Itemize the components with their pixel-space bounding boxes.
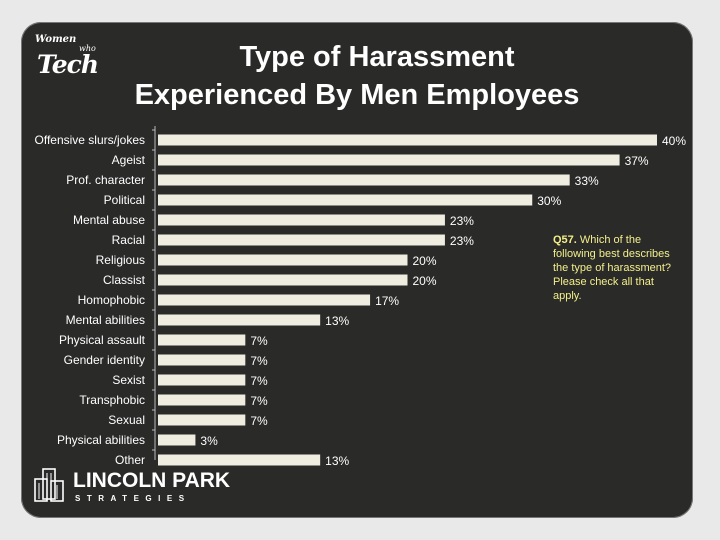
logo-word-tech: Tech: [37, 50, 99, 79]
bar: [158, 354, 246, 366]
bar: [158, 394, 246, 406]
category-label: Classist: [103, 273, 146, 287]
bar: [158, 254, 408, 266]
category-label: Other: [115, 453, 145, 467]
value-label: 20%: [413, 274, 437, 288]
category-label: Political: [104, 193, 145, 207]
category-label: Ageist: [112, 153, 146, 167]
bar: [158, 294, 371, 306]
value-label: 7%: [250, 374, 268, 388]
value-label: 7%: [250, 414, 268, 428]
category-label: Transphobic: [79, 393, 145, 407]
bar: [158, 414, 246, 426]
bar: [158, 454, 321, 466]
building-icon: [34, 468, 64, 502]
value-label: 13%: [325, 314, 349, 328]
bar: [158, 334, 246, 346]
value-label: 33%: [575, 174, 599, 188]
category-label: Racial: [112, 233, 145, 247]
category-label: Homophobic: [78, 293, 145, 307]
category-label: Mental abuse: [73, 213, 145, 227]
category-label: Offensive slurs/jokes: [35, 133, 146, 147]
logo-word-women: Women: [35, 34, 77, 45]
lincoln-park-logo: LINCOLN PARK STRATEGIES: [33, 465, 253, 511]
bar: [158, 314, 321, 326]
logo-subtitle: STRATEGIES: [75, 494, 191, 503]
value-label: 23%: [450, 234, 474, 248]
chart-title-line-2: Experienced By Men Employees: [134, 79, 580, 111]
category-label: Religious: [96, 253, 145, 267]
question-note-label: Q57.: [553, 234, 577, 246]
logo-word-who: who: [79, 44, 96, 53]
question-note-text: Which of the following best describes th…: [553, 234, 672, 302]
question-note: Q57. Which of the following best describ…: [553, 233, 683, 303]
bar-chart: Offensive slurs/jokes 40% Ageist 37% Prof. c…: [35, 126, 686, 468]
category-label: Physical abilities: [57, 433, 145, 447]
bar: [158, 154, 620, 166]
bar: [158, 274, 408, 286]
value-label: 7%: [250, 354, 268, 368]
value-label: 7%: [250, 394, 268, 408]
value-label: 17%: [375, 294, 399, 308]
category-label: Prof. character: [66, 173, 145, 187]
category-label: Mental abilities: [66, 313, 145, 327]
category-label: Gender identity: [64, 353, 145, 367]
bar: [158, 434, 196, 446]
slide-panel: Women who Tech Type of Harassment Experi…: [21, 22, 693, 518]
logo-name: LINCOLN PARK: [73, 469, 231, 492]
bar: [158, 174, 570, 186]
chart-title: Type of Harassment Experienced By Men Em…: [21, 38, 693, 114]
category-label: Sexual: [108, 413, 145, 427]
value-label: 7%: [250, 334, 268, 348]
bar: [158, 214, 445, 226]
bar: [158, 234, 445, 246]
value-label: 13%: [325, 454, 349, 468]
bar: [158, 194, 533, 206]
value-label: 30%: [537, 194, 561, 208]
value-label: 3%: [200, 434, 218, 448]
category-label: Physical assault: [59, 333, 146, 347]
chart-title-line-1: Type of Harassment: [239, 41, 515, 73]
bar: [158, 134, 657, 146]
bar: [158, 374, 246, 386]
value-label: 23%: [450, 214, 474, 228]
category-label: Sexist: [112, 373, 145, 387]
value-label: 37%: [625, 154, 649, 168]
value-label: 20%: [413, 254, 437, 268]
value-label: 40%: [662, 134, 686, 148]
women-who-tech-logo: Women who Tech: [33, 32, 113, 80]
